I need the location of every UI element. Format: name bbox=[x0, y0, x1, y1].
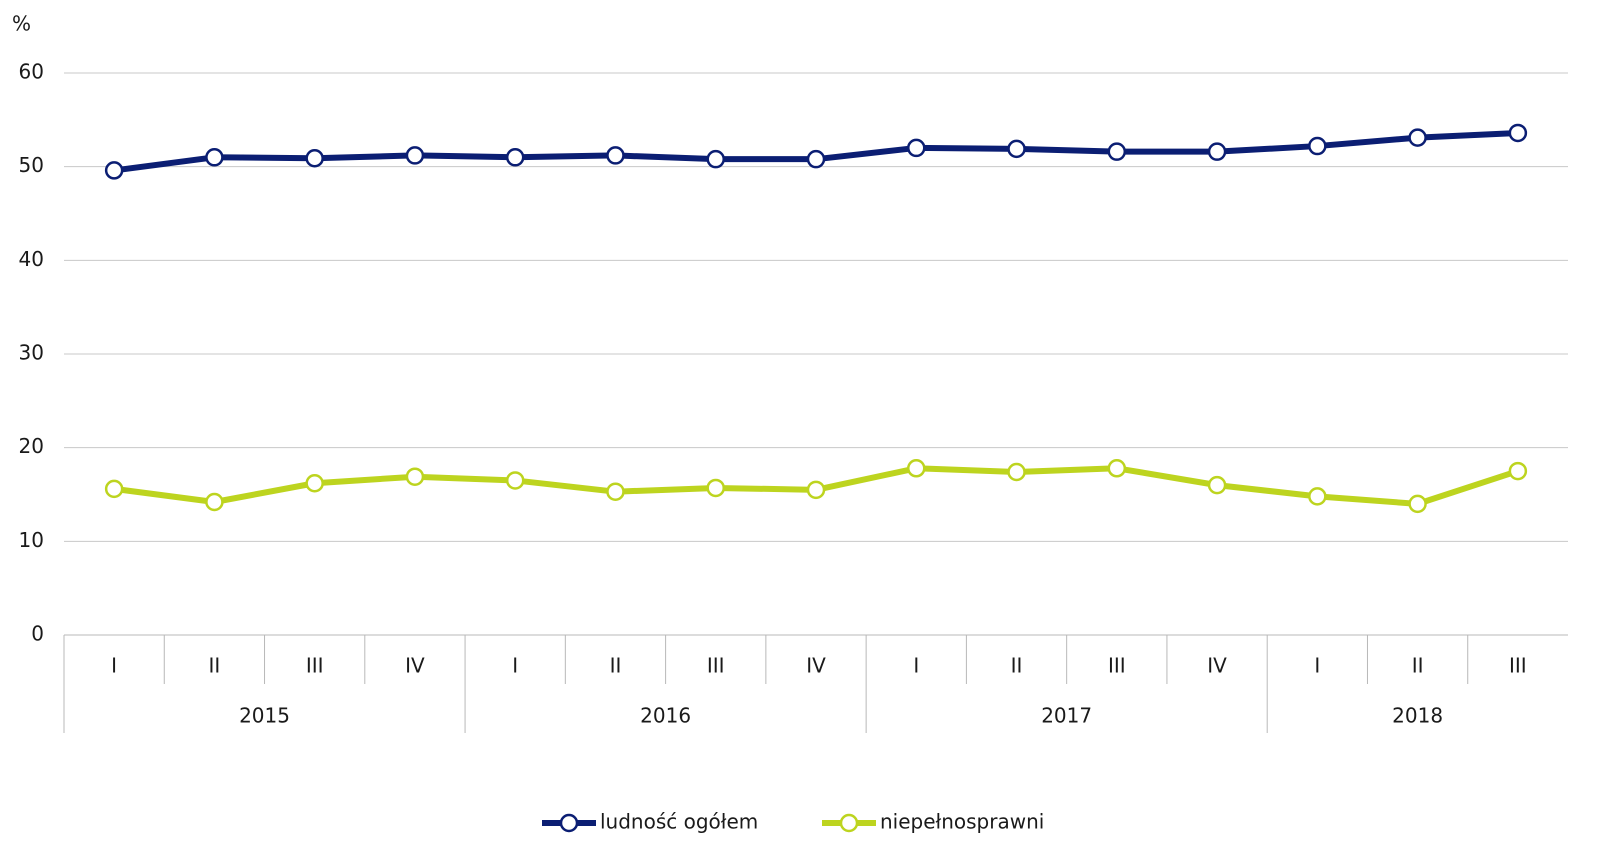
y-tick-label: 40 bbox=[19, 247, 44, 271]
x-tick-label: II bbox=[209, 654, 221, 678]
marker bbox=[1408, 128, 1427, 147]
marker bbox=[205, 492, 224, 512]
marker bbox=[1408, 494, 1427, 514]
x-tick-label: III bbox=[707, 654, 725, 678]
marker bbox=[907, 138, 926, 158]
legend-label: ludność ogółem bbox=[600, 810, 758, 834]
marker bbox=[505, 471, 525, 490]
marker bbox=[305, 474, 324, 493]
marker bbox=[104, 479, 124, 499]
x-tick-label: I bbox=[111, 654, 117, 678]
y-axis-label: % bbox=[12, 12, 31, 36]
y-tick-label: 10 bbox=[19, 528, 44, 552]
legend-marker bbox=[559, 813, 579, 833]
x-tick-label: I bbox=[913, 654, 919, 678]
marker bbox=[1107, 142, 1127, 161]
marker bbox=[806, 480, 826, 500]
x-tick-label: I bbox=[1314, 654, 1320, 678]
x-tick-label: III bbox=[1108, 654, 1126, 678]
legend-label: niepełnosprawni bbox=[880, 810, 1044, 834]
x-tick-label: I bbox=[512, 654, 518, 678]
marker bbox=[1207, 475, 1227, 495]
group-label: 2015 bbox=[239, 704, 290, 728]
marker bbox=[706, 478, 725, 498]
marker bbox=[806, 149, 826, 169]
marker bbox=[1007, 462, 1026, 482]
x-tick-label: II bbox=[1011, 654, 1023, 678]
marker bbox=[405, 146, 425, 165]
group-label: 2016 bbox=[640, 704, 691, 728]
x-tick-label: IV bbox=[405, 654, 425, 678]
marker bbox=[1308, 487, 1327, 506]
x-tick-label: III bbox=[1509, 654, 1527, 678]
x-tick-label: IV bbox=[1207, 654, 1227, 678]
group-label: 2017 bbox=[1041, 704, 1092, 728]
marker bbox=[505, 148, 525, 167]
marker bbox=[606, 482, 625, 501]
marker bbox=[405, 467, 425, 486]
x-tick-label: II bbox=[610, 654, 622, 678]
marker bbox=[205, 148, 224, 167]
marker bbox=[1308, 136, 1327, 156]
marker bbox=[1207, 142, 1227, 161]
y-tick-label: 0 bbox=[31, 622, 44, 646]
marker bbox=[1508, 123, 1528, 143]
y-tick-label: 50 bbox=[19, 153, 44, 177]
marker bbox=[907, 459, 926, 478]
marker bbox=[706, 149, 725, 169]
x-tick-label: III bbox=[306, 654, 324, 678]
y-tick-label: 60 bbox=[19, 60, 44, 84]
group-label: 2018 bbox=[1392, 704, 1443, 728]
marker bbox=[1007, 139, 1026, 159]
y-tick-label: 30 bbox=[19, 341, 44, 365]
marker bbox=[1107, 459, 1127, 478]
marker bbox=[305, 148, 324, 168]
x-tick-label: II bbox=[1412, 654, 1424, 678]
y-tick-label: 20 bbox=[19, 434, 44, 458]
marker bbox=[606, 146, 625, 165]
legend-marker bbox=[839, 813, 859, 833]
marker bbox=[104, 161, 124, 180]
marker bbox=[1508, 461, 1528, 481]
x-tick-label: IV bbox=[806, 654, 826, 678]
